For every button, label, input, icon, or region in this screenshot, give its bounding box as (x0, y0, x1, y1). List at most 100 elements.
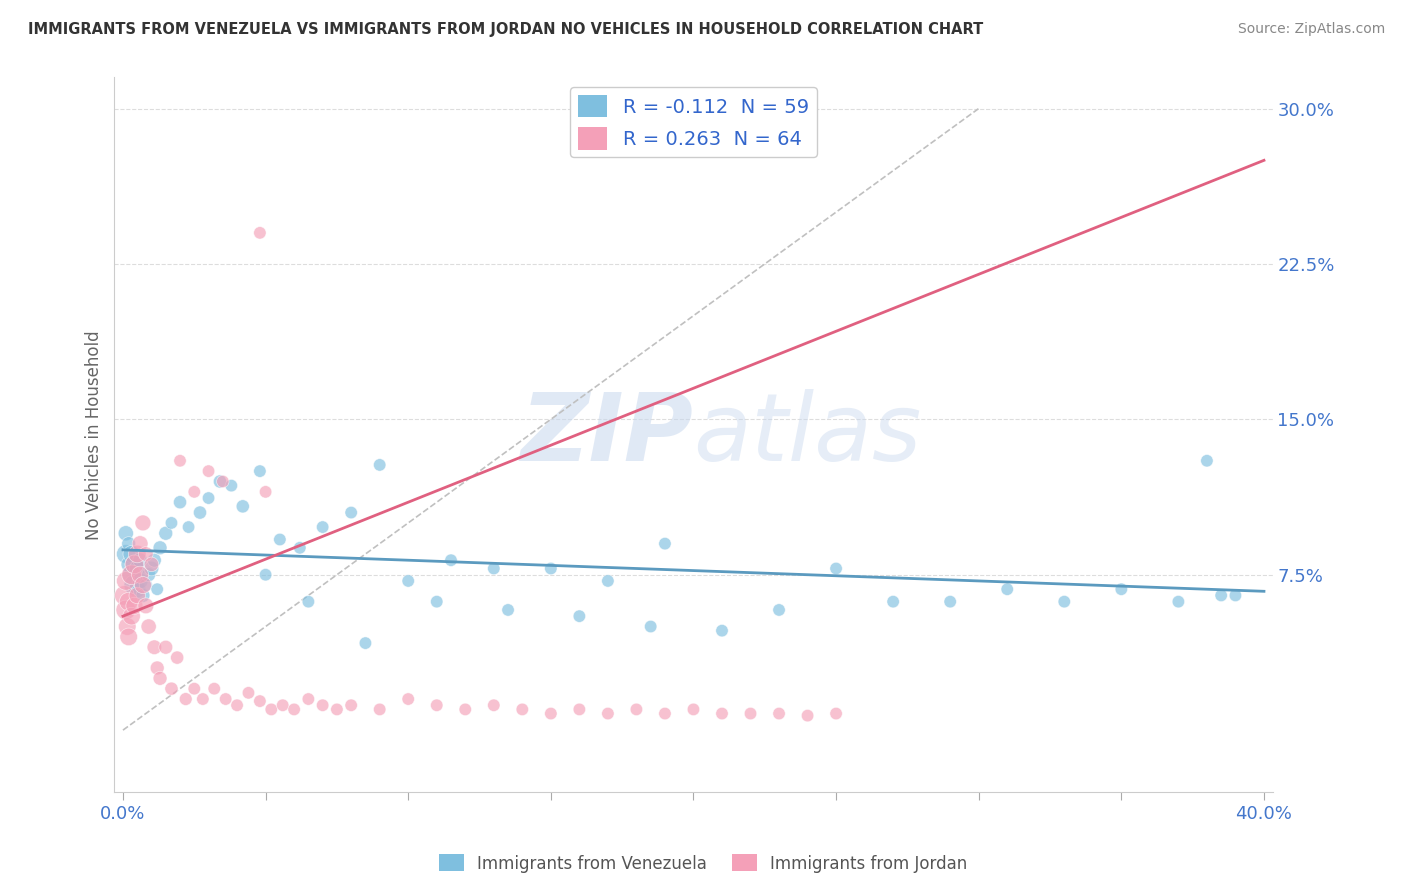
Point (768, 603, 790, 617)
Point (112, 589, 135, 603)
Point (482, 561, 505, 575)
Point (118, 558, 141, 572)
Point (183, 681, 205, 696)
Point (118, 595, 141, 609)
Point (311, 520, 333, 534)
Point (368, 702, 391, 716)
Point (146, 582, 169, 597)
Point (226, 698, 249, 713)
Point (129, 553, 152, 567)
Point (124, 558, 146, 572)
Point (288, 541, 311, 555)
Point (825, 561, 848, 575)
Point (211, 475, 233, 489)
Point (238, 686, 260, 700)
Point (135, 547, 157, 561)
Point (127, 589, 149, 603)
Point (496, 603, 519, 617)
Point (146, 661, 169, 675)
Point (129, 574, 152, 588)
Point (129, 567, 152, 582)
Point (1053, 595, 1076, 609)
Point (682, 702, 704, 716)
Point (127, 582, 149, 597)
Point (1111, 582, 1133, 597)
Point (368, 458, 391, 472)
Point (197, 464, 219, 478)
Point (143, 640, 166, 655)
Point (166, 650, 188, 665)
Point (297, 595, 319, 609)
Point (149, 671, 172, 685)
Point (596, 574, 619, 588)
Point (283, 702, 305, 716)
Point (114, 603, 136, 617)
Point (510, 702, 533, 716)
Point (271, 698, 294, 713)
Point (160, 516, 183, 530)
Point (221, 478, 243, 492)
Point (138, 567, 160, 582)
Y-axis label: No Vehicles in Household: No Vehicles in Household (86, 330, 103, 540)
Point (169, 454, 191, 468)
Point (254, 484, 277, 499)
Point (124, 578, 146, 592)
Point (354, 636, 377, 650)
Point (626, 702, 648, 716)
Text: atlas: atlas (693, 390, 922, 481)
Point (440, 553, 463, 567)
Point (269, 533, 291, 547)
Point (796, 708, 818, 723)
Point (396, 574, 419, 588)
Point (208, 475, 231, 489)
Point (232, 500, 254, 514)
Point (297, 692, 319, 706)
Point (143, 553, 166, 567)
Legend: Immigrants from Venezuela, Immigrants from Jordan: Immigrants from Venezuela, Immigrants fr… (432, 847, 974, 880)
Point (214, 692, 236, 706)
Point (995, 582, 1018, 597)
Point (114, 574, 136, 588)
Point (1211, 589, 1233, 603)
Text: Source: ZipAtlas.com: Source: ZipAtlas.com (1237, 22, 1385, 37)
Point (426, 698, 449, 713)
Point (340, 698, 363, 713)
Point (249, 464, 271, 478)
Point (138, 619, 160, 633)
Point (121, 609, 143, 624)
Point (396, 692, 419, 706)
Point (114, 547, 136, 561)
Point (135, 578, 157, 592)
Point (121, 547, 143, 561)
Point (825, 706, 848, 721)
Point (114, 526, 136, 541)
Point (540, 561, 562, 575)
Point (132, 578, 155, 592)
Point (127, 561, 149, 575)
Point (118, 536, 141, 550)
Point (132, 516, 155, 530)
Point (640, 619, 662, 633)
Point (183, 484, 205, 499)
Point (129, 536, 152, 550)
Point (121, 567, 143, 582)
Point (1167, 595, 1189, 609)
Point (117, 619, 139, 633)
Point (596, 706, 619, 721)
Point (249, 694, 271, 708)
Point (197, 491, 219, 505)
Point (882, 595, 904, 609)
Point (254, 567, 277, 582)
Point (654, 536, 676, 550)
Point (160, 681, 183, 696)
Point (141, 561, 163, 575)
Point (149, 541, 172, 555)
Point (568, 702, 591, 716)
Point (132, 589, 155, 603)
Point (155, 526, 177, 541)
Point (127, 547, 149, 561)
Point (174, 692, 197, 706)
Point (711, 706, 734, 721)
Point (135, 599, 157, 613)
Point (540, 706, 562, 721)
